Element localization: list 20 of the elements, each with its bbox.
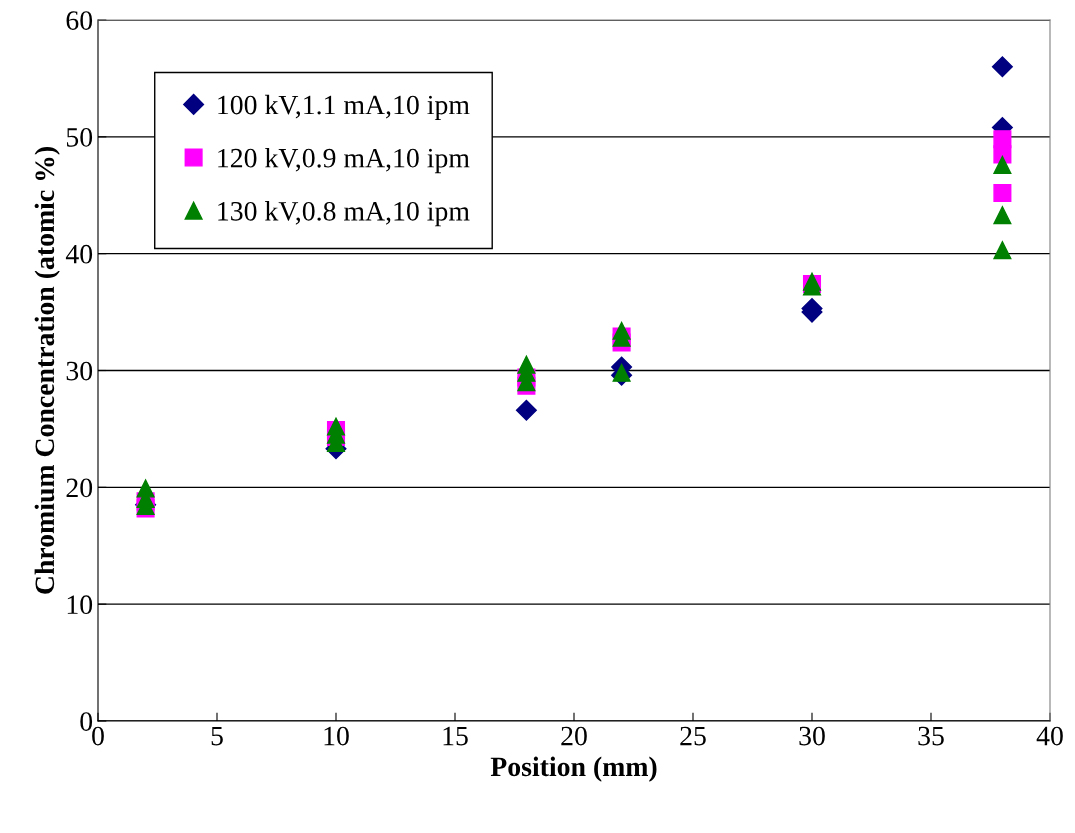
x-tick-label: 35 [918, 726, 944, 746]
legend-label: 120 kV,0.9 mA,10 ipm [218, 147, 470, 174]
y-tick-label: 0 [80, 712, 93, 731]
y-tick-label: 60 [66, 11, 93, 30]
x-tick-label: 15 [443, 726, 468, 746]
y-tick-label: 30 [66, 361, 93, 381]
x-tick-label: 30 [799, 726, 825, 746]
y-axis-title: Chromium Concentration (atomic %) [34, 147, 60, 594]
y-tick-label: 10 [67, 595, 93, 615]
x-tick-label: 20 [561, 726, 587, 746]
x-tick-label: 5 [211, 726, 223, 746]
y-tick-label: 40 [65, 244, 93, 264]
y-tick-label: 50 [66, 128, 93, 147]
x-tick-label: 40 [1036, 726, 1063, 746]
y-tick-label: 20 [66, 478, 93, 498]
x-tick-label: 10 [324, 726, 349, 746]
legend-label: 100 kV,1.1 mA,10 ipm [218, 94, 470, 121]
x-tick-label: 25 [680, 726, 706, 746]
legend-label: 130 kV,0.8 mA,10 ipm [218, 201, 470, 227]
x-axis-title: Position (mm) [490, 756, 657, 782]
